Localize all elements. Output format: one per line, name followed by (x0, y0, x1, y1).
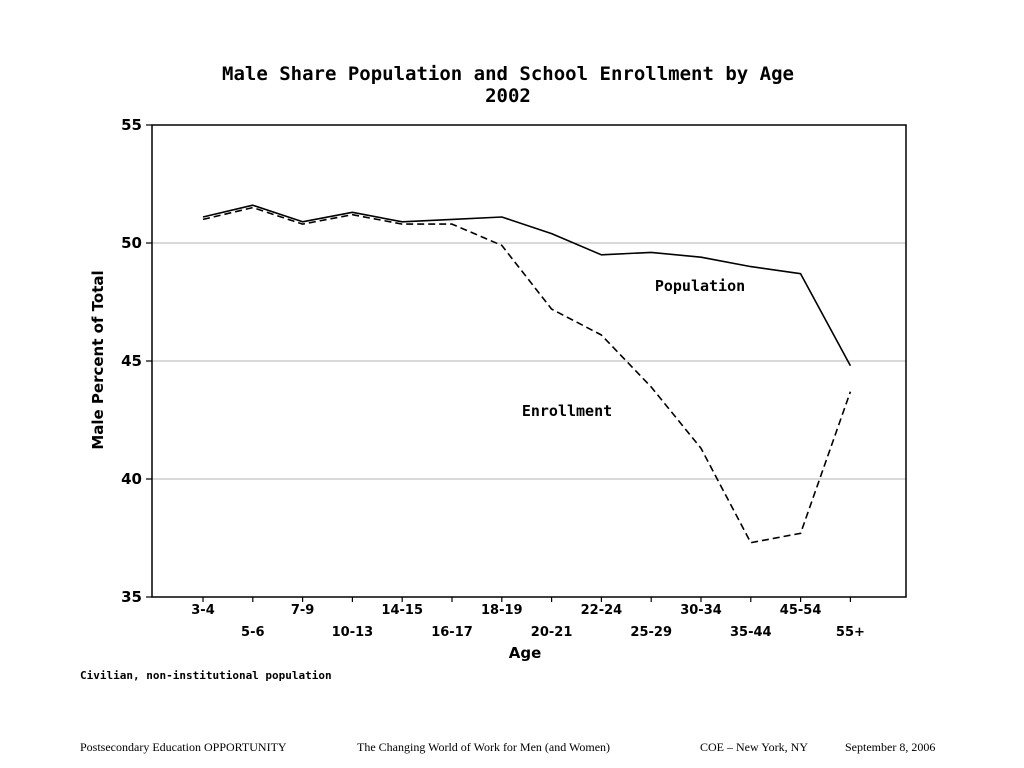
chart-note: Civilian, non-institutional population (80, 669, 332, 682)
x-tick-label: 30-34 (680, 603, 722, 618)
x-tick-label: 55+ (836, 625, 865, 640)
series-label-population: Population (655, 277, 745, 295)
y-tick-label: 55 (121, 116, 142, 134)
x-axis: 3-4 5-6 7-9 10-13 14-15 16-17 18-19 20-21 22-24 2… (191, 597, 865, 640)
footer-location: COE – New York, NY (700, 740, 809, 754)
series-line-enrollment (202, 206, 852, 544)
line-chart: Male Share Population and School Enrollm… (80, 63, 907, 682)
y-axis: 35 40 45 50 55 (121, 116, 152, 606)
x-tick-label: 7-9 (291, 603, 315, 618)
series-label-enrollment: Enrollment (522, 402, 612, 420)
series-group (202, 204, 852, 544)
footer-date: September 8, 2006 (845, 740, 936, 754)
chart-title: Male Share Population and School Enrollm… (222, 63, 794, 85)
x-tick-label: 3-4 (191, 603, 215, 618)
y-tick-label: 45 (121, 352, 142, 370)
x-tick-label: 5-6 (241, 625, 265, 640)
footer-presentation-title: The Changing World of Work for Men (and … (357, 740, 611, 754)
footer: Postsecondary Education OPPORTUNITY The … (0, 740, 1024, 760)
y-tick-label: 40 (121, 470, 142, 488)
x-tick-label: 45-54 (780, 603, 822, 618)
chart-subtitle: 2002 (485, 85, 531, 107)
x-axis-label: Age (509, 644, 542, 662)
x-tick-label: 18-19 (481, 603, 523, 618)
x-tick-label: 10-13 (332, 625, 374, 640)
x-tick-label: 20-21 (531, 625, 573, 640)
footer-publication: Postsecondary Education OPPORTUNITY (80, 740, 287, 754)
series-line-population (202, 204, 852, 367)
grid-lines (152, 242, 906, 480)
x-tick-label: 35-44 (730, 625, 772, 640)
x-tick-label: 25-29 (630, 625, 672, 640)
x-tick-label: 16-17 (431, 625, 473, 640)
y-tick-label: 35 (121, 588, 142, 606)
y-axis-label: Male Percent of Total (89, 270, 107, 449)
x-tick-label: 14-15 (381, 603, 423, 618)
x-tick-label: 22-24 (581, 603, 623, 618)
y-tick-label: 50 (121, 234, 142, 252)
